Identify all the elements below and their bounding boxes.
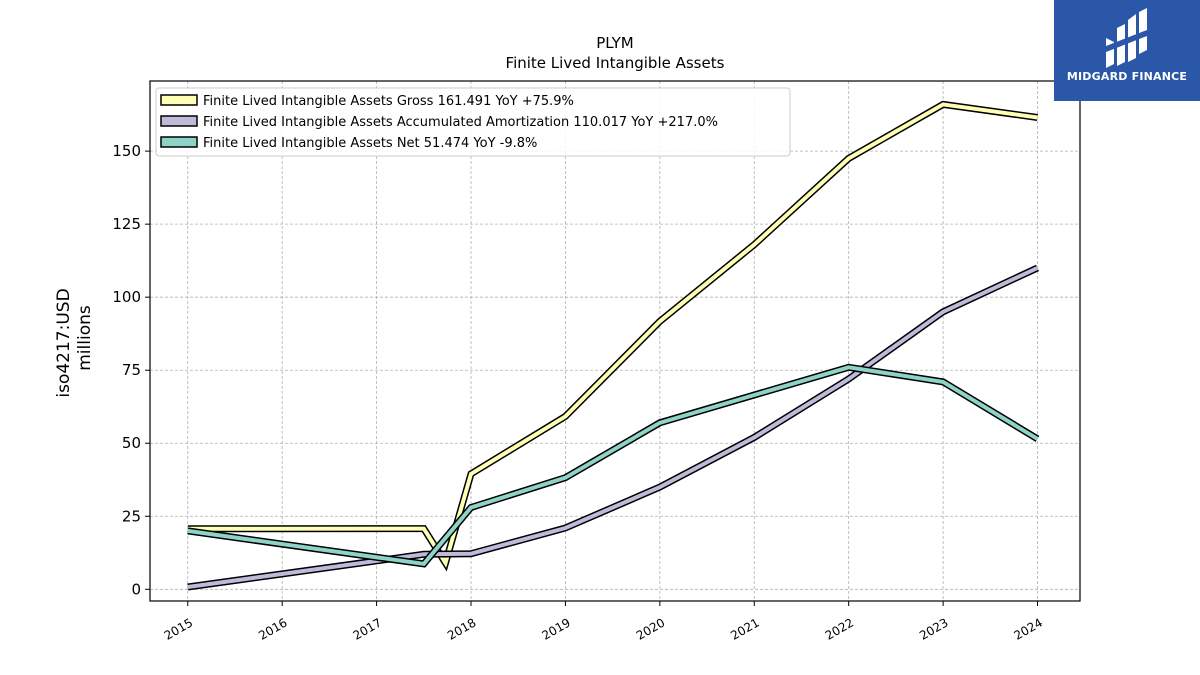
grid <box>150 81 1080 601</box>
legend-swatch <box>160 94 198 106</box>
legend-label: Finite Lived Intangible Assets Gross 161… <box>203 94 574 109</box>
legend-item: Finite Lived Intangible Assets Gross 161… <box>160 94 574 109</box>
x-tick-label: 2018 <box>445 615 478 642</box>
y-axis-label: iso4217:USD <box>54 288 74 397</box>
series-line-outline <box>187 363 1040 568</box>
y-tick-label: 75 <box>122 361 141 379</box>
y-tick-label: 125 <box>112 215 141 233</box>
x-tick-label: 2023 <box>917 615 950 642</box>
axes: 0 25 50 75 100 125 150 2015 2016 2017 2018 2019 2020… <box>112 142 1045 643</box>
series-line-outline <box>187 264 1039 591</box>
x-tick-label: 2020 <box>634 615 667 642</box>
y-tick-label: 100 <box>112 288 141 306</box>
legend: Finite Lived Intangible Assets Gross 161… <box>155 87 791 157</box>
y-tick-label: 25 <box>122 507 141 525</box>
series-2 <box>187 264 1039 591</box>
x-tick-label: 2015 <box>162 615 195 642</box>
y-tick-label: 50 <box>122 434 141 452</box>
series-line <box>187 266 1039 589</box>
x-tick-label: 2022 <box>823 615 856 642</box>
y-tick-label: 150 <box>112 142 141 160</box>
series-3 <box>187 363 1040 568</box>
legend-item: Finite Lived Intangible Assets Accumulat… <box>160 115 718 130</box>
x-tick-label: 2016 <box>256 615 289 642</box>
logo-text: MIDGARD FINANCE <box>1066 70 1188 83</box>
midgard-logo-icon <box>1106 8 1147 68</box>
legend-label: Finite Lived Intangible Assets Accumulat… <box>203 115 718 130</box>
legend-label: Finite Lived Intangible Assets Net 51.47… <box>203 136 537 151</box>
x-tick-label: 2019 <box>539 615 572 642</box>
chart-title: PLYM <box>596 34 634 52</box>
series-line <box>187 365 1039 567</box>
legend-box <box>155 87 791 157</box>
legend-item: Finite Lived Intangible Assets Net 51.47… <box>160 136 537 151</box>
x-tick-label: 2021 <box>728 615 761 642</box>
x-tick-label: 2024 <box>1012 615 1045 642</box>
y-tick-label: 0 <box>131 580 141 598</box>
brand-logo: MIDGARD FINANCE <box>1054 0 1200 101</box>
chart-subtitle: Finite Lived Intangible Assets <box>506 54 725 72</box>
legend-swatch <box>160 115 198 127</box>
y-axis-label-units: millions <box>75 305 95 371</box>
legend-swatch <box>160 136 198 148</box>
series-layer <box>187 100 1040 591</box>
plot-frame <box>149 80 1081 602</box>
x-tick-label: 2017 <box>351 615 384 642</box>
